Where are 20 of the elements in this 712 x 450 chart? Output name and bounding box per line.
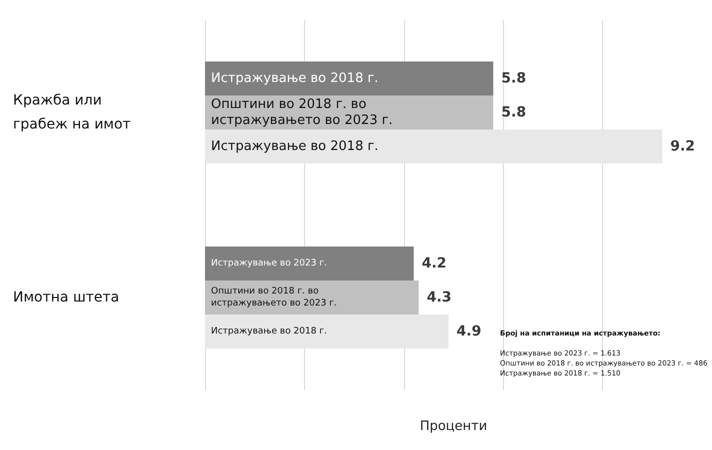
x-axis-title: Проценти xyxy=(420,419,488,434)
bar xyxy=(205,62,494,96)
annotation: Истражување во 2018 г. xyxy=(211,326,327,336)
annotation: Општини во 2018 г. во истражувањето во 2023 г. xyxy=(211,286,337,308)
annotation: Општини во 2018 г. во истражувањето во 2023 г. xyxy=(211,97,393,128)
y-tick-label: Имотна штета xyxy=(13,290,120,306)
data-label: 9.2 xyxy=(670,138,696,154)
data-label: 5.8 xyxy=(501,70,526,86)
annotation: Истражување во 2023 г. xyxy=(211,258,327,268)
data-label: 4.3 xyxy=(426,290,452,306)
data-label: 4.9 xyxy=(456,324,482,340)
bar xyxy=(205,246,414,280)
data-label: 5.8 xyxy=(501,104,526,120)
bar xyxy=(205,130,662,164)
bar xyxy=(205,314,449,348)
bar xyxy=(205,280,419,314)
annotation: Истражување во 2018 г. xyxy=(211,139,378,154)
annotation: Истражување во 2018 г. xyxy=(211,71,378,86)
y-tick-label: Кражба или грабеж на имот xyxy=(13,92,131,132)
data-label: 4.2 xyxy=(422,256,447,272)
